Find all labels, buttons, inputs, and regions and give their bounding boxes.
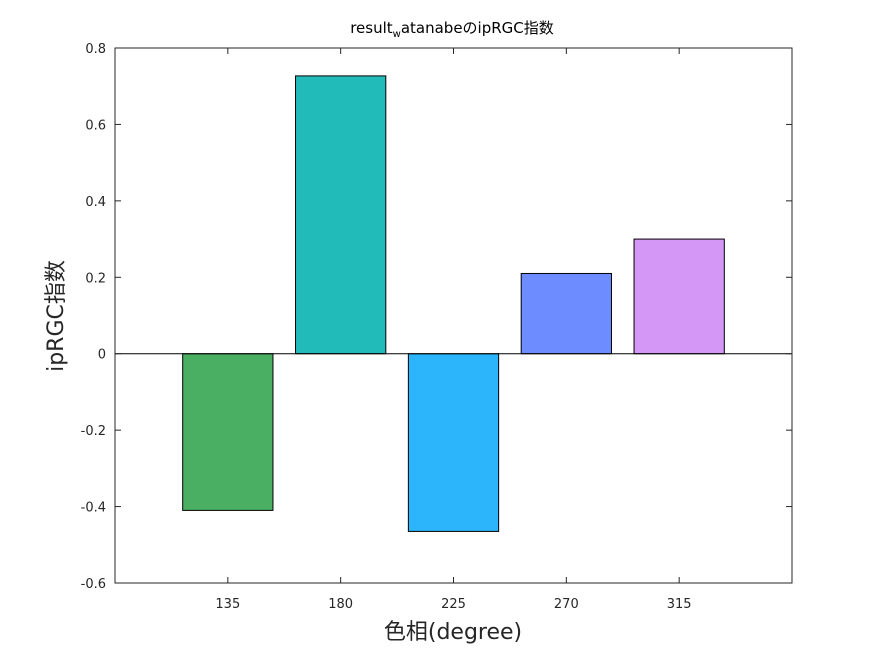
chart-title-subscript: w xyxy=(393,29,401,40)
y-tick-label: -0.2 xyxy=(81,424,106,439)
bar-180 xyxy=(295,75,387,355)
x-tick-label: 315 xyxy=(667,597,692,612)
plot-area: -0.6 -0.4 -0.2 0 0.2 0.4 0.6 0.8 135 180 225 270 315 xyxy=(81,42,793,612)
bar-225 xyxy=(407,353,500,532)
bar-315 xyxy=(633,238,725,355)
y-tick-label: 0.8 xyxy=(85,42,106,57)
x-axis-label: 色相(degree) xyxy=(384,620,522,645)
x-tick-label: 180 xyxy=(328,597,353,612)
y-axis-label: ipRGC指数 xyxy=(44,260,69,372)
chart-title-main: result xyxy=(350,19,393,37)
x-tick-label: 135 xyxy=(215,597,240,612)
x-tick-label: 270 xyxy=(554,597,579,612)
y-tick-label: -0.6 xyxy=(81,577,106,592)
bar-135 xyxy=(182,353,274,511)
y-tick-label: 0 xyxy=(98,348,106,363)
chart-title-rest: atanabeのipRGC指数 xyxy=(401,19,554,37)
y-tick-label: -0.4 xyxy=(81,501,106,516)
y-tick-label: 0.4 xyxy=(85,195,106,210)
chart-title: resultwatanabeのipRGC指数 xyxy=(350,19,554,40)
y-tick-label: 0.6 xyxy=(85,118,106,133)
y-tick-label: 0.2 xyxy=(85,271,106,286)
bar-270 xyxy=(520,272,612,355)
x-tick-label: 225 xyxy=(441,597,466,612)
